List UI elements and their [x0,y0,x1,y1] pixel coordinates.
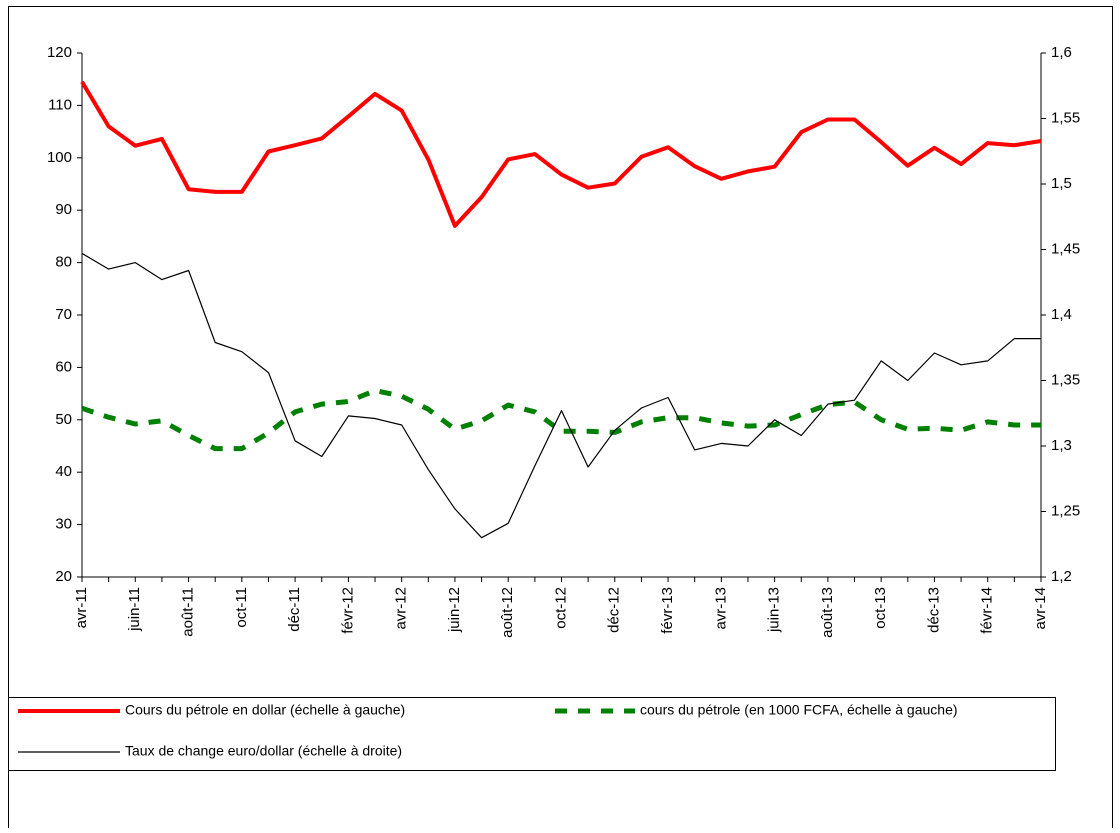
y-tick-label: 80 [55,254,72,271]
legend-label: cours du pétrole (en 1000 FCFA, échelle … [640,702,958,718]
x-tick-label: juin-11 [126,587,143,632]
x-tick-label: avr-11 [73,587,90,628]
x-tick-label: oct-11 [233,587,250,628]
y2-tick-label: 1,55 [1051,109,1080,126]
y2-tick-label: 1,4 [1051,306,1072,323]
y-tick-label: 70 [55,306,72,323]
x-tick-label: oct-13 [872,587,889,629]
x-tick-label: août-12 [499,587,516,638]
x-tick-label: déc-11 [286,587,303,632]
y2-tick-label: 1,35 [1051,371,1080,388]
y2-tick-label: 1,25 [1051,502,1080,519]
y-tick-label: 40 [55,463,72,480]
x-tick-label: févr-13 [659,587,676,634]
legend-label: Cours du pétrole en dollar (échelle à ga… [125,702,405,718]
x-tick-label: août-11 [180,587,197,637]
x-tick-label: févr-12 [339,587,356,634]
x-tick-label: avr-13 [712,587,729,630]
y-tick-label: 120 [47,44,72,61]
legend-label: Taux de change euro/dollar (échelle à dr… [125,743,402,759]
x-tick-label: avr-12 [393,587,410,630]
y2-tick-label: 1,6 [1051,44,1072,61]
x-tick-label: août-13 [819,587,836,638]
y2-tick-label: 1,5 [1051,175,1072,192]
x-tick-label: juin-13 [766,587,783,633]
x-tick-label: oct-12 [552,587,569,629]
x-tick-label: avr-14 [1032,587,1049,630]
y-tick-label: 50 [55,411,72,428]
y-tick-label: 110 [48,96,72,113]
y2-tick-label: 1,2 [1051,568,1072,585]
x-tick-label: juin-12 [446,587,463,633]
chart-frame [8,6,1113,833]
series-line [81,252,1041,539]
x-tick-label: déc-12 [606,587,623,633]
y-tick-label: 30 [55,516,72,533]
y-tick-label: 90 [55,201,72,218]
x-tick-label: déc-13 [925,587,942,633]
y2-tick-label: 1,45 [1051,240,1080,257]
y-tick-label: 20 [55,568,72,585]
x-tick-label: févr-14 [979,587,996,634]
y2-tick-label: 1,3 [1051,437,1072,454]
y-tick-label: 100 [47,149,72,166]
y-tick-label: 60 [55,358,72,375]
series-line [81,388,1041,452]
series-line [80,80,1042,228]
legend-box [8,697,1056,771]
